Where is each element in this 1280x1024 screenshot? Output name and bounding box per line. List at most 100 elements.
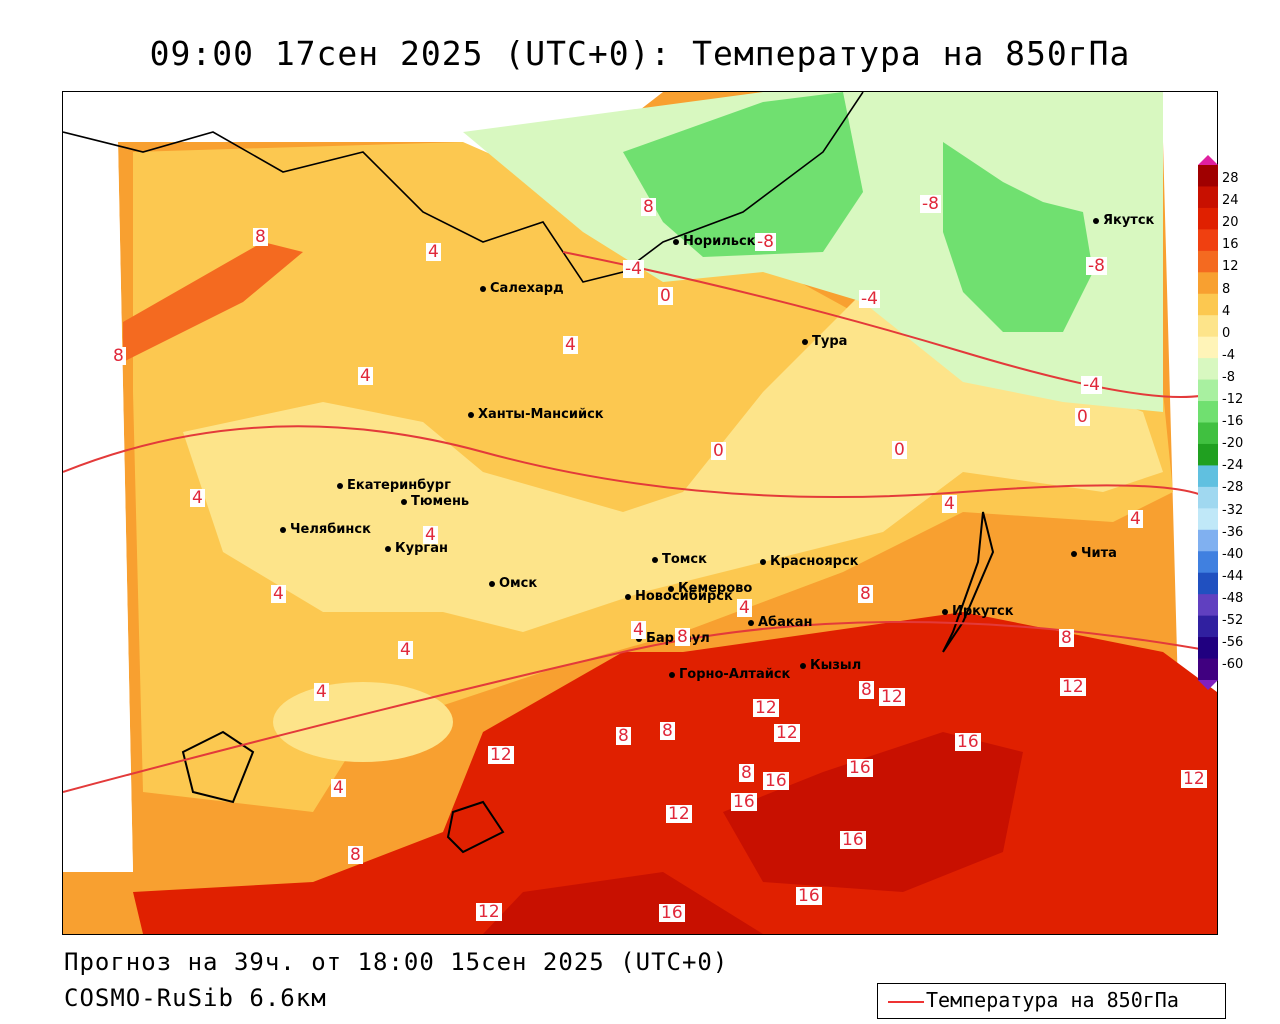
city-marker: Челябинск	[280, 522, 371, 537]
colorbar-tick-label: -60	[1222, 657, 1244, 673]
colorbar-tick-label: -12	[1222, 392, 1244, 407]
city-marker: Якутск	[1093, 213, 1154, 228]
contour-label: 4	[190, 488, 205, 508]
colorbar	[1198, 155, 1218, 690]
colorbar-segment	[1198, 551, 1218, 574]
city-label: Тюмень	[411, 494, 470, 509]
city-dot	[1071, 550, 1077, 557]
city-label: Абакан	[758, 615, 813, 630]
contour-label: 4	[426, 242, 441, 262]
contour-label: 8	[111, 346, 126, 366]
city-marker: Абакан	[748, 615, 813, 630]
colorbar-segment	[1198, 272, 1218, 295]
city-dot	[489, 580, 495, 587]
contour-label: 16	[763, 771, 789, 791]
legend-line-swatch	[888, 1001, 924, 1003]
city-dot	[280, 526, 286, 533]
colorbar-tick-label: -44	[1222, 568, 1244, 584]
city-label: Челябинск	[290, 522, 371, 537]
contour-label: 8	[858, 584, 873, 604]
city-dot	[669, 671, 675, 678]
colorbar-segment	[1198, 637, 1218, 660]
colorbar-segment	[1198, 658, 1218, 681]
contour-label: 4	[631, 620, 646, 640]
colorbar-tick-label: -24	[1222, 458, 1244, 474]
map-panel[interactable]	[62, 91, 1218, 935]
contour-label: 4	[398, 640, 413, 660]
contour-label: 4	[331, 778, 346, 798]
city-dot	[673, 238, 679, 245]
contour-label: 16	[847, 758, 873, 778]
contour-label: 12	[666, 804, 692, 824]
contour-label: 4	[358, 366, 373, 386]
colorbar-tick-label: -28	[1222, 480, 1244, 496]
colorbar-tick-label: 28	[1222, 171, 1239, 186]
forecast-info: Прогноз на 39ч. от 18:00 15сен 2025 (UTC…	[64, 948, 729, 976]
city-marker: Салехард	[480, 281, 564, 296]
contour-label: -4	[859, 289, 880, 309]
field-16-core-1	[723, 732, 1023, 892]
colorbar-segment	[1198, 572, 1218, 595]
model-name: COSMO-RuSib 6.6км	[64, 984, 327, 1012]
contour-label: 4	[1128, 509, 1143, 529]
contour-label: 0	[658, 286, 673, 306]
contour-label: 4	[563, 335, 578, 355]
contour-label: 12	[476, 902, 502, 922]
contour-label: -8	[920, 194, 941, 214]
city-marker: Кызыл	[800, 658, 861, 673]
colorbar-segment	[1198, 165, 1218, 187]
contour-label: 12	[1181, 769, 1207, 789]
contour-label: 4	[737, 598, 752, 618]
field-minus8-east	[943, 142, 1093, 332]
colorbar-segment	[1198, 529, 1218, 552]
contour-label: -8	[1086, 256, 1107, 276]
contour-label: 4	[423, 525, 438, 545]
city-marker: Ханты-Мансийск	[468, 407, 604, 422]
city-marker: Чита	[1071, 546, 1117, 561]
colorbar-tick-label: -8	[1222, 369, 1235, 385]
contour-label: 0	[711, 441, 726, 461]
contour-label: 4	[314, 682, 329, 702]
contour-label: 12	[774, 723, 800, 743]
city-dot	[668, 585, 674, 592]
city-label: Екатеринбург	[347, 478, 451, 493]
contour-line-4	[63, 425, 1217, 512]
colorbar-segment	[1198, 207, 1218, 230]
contour-label: 0	[1075, 407, 1090, 427]
contour-label: 12	[488, 745, 514, 765]
lake-balkhash	[446, 800, 505, 854]
colorbar-segment	[1198, 358, 1218, 381]
contour-line-0	[562, 251, 1217, 398]
field-pocket-west	[273, 682, 453, 762]
colorbar-segment	[1198, 465, 1218, 488]
city-label: Чита	[1081, 546, 1117, 561]
contour-label: 12	[879, 687, 905, 707]
city-label: Иркутск	[952, 604, 1014, 619]
colorbar-tick-label: -52	[1222, 613, 1244, 628]
colorbar-segment	[1198, 615, 1218, 638]
colorbar-tick-label: -36	[1222, 524, 1244, 540]
field-8-tongue	[123, 242, 303, 362]
colorbar-segment	[1198, 486, 1218, 509]
city-dot	[802, 338, 808, 345]
colorbar-segment	[1198, 336, 1218, 359]
contour-label: 16	[731, 792, 757, 812]
contour-label: 12	[1060, 677, 1086, 697]
colorbar-tick-label: 4	[1222, 303, 1231, 319]
city-label: Курган	[395, 541, 448, 556]
colorbar-segment	[1198, 422, 1218, 445]
contour-label: 12	[753, 698, 779, 718]
city-marker: Красноярск	[760, 554, 859, 569]
contour-label: 4	[271, 584, 286, 604]
colorbar-tick-label: -16	[1222, 414, 1244, 430]
city-marker: Тюмень	[401, 494, 469, 509]
contour-label: 8	[675, 627, 690, 647]
city-dot	[468, 411, 474, 418]
city-marker: Екатеринбург	[337, 478, 451, 493]
contour-label: 8	[348, 845, 363, 865]
map-title: 09:00 17сен 2025 (UTC+0): Температура на…	[149, 34, 1131, 73]
colorbar-segment	[1198, 508, 1218, 531]
contour-label: 8	[660, 721, 675, 741]
city-label: Горно-Алтайск	[679, 667, 791, 682]
city-label: Кемерово	[678, 581, 753, 596]
